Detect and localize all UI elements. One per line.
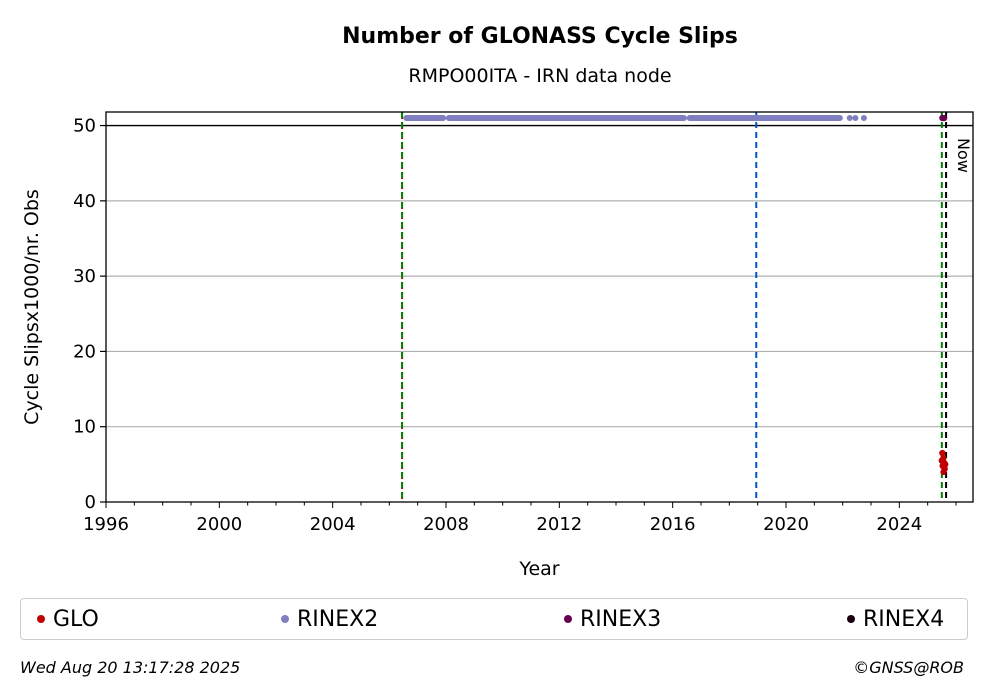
x-tick-label-2024: 2024 — [876, 514, 922, 535]
y-axis-label: Cycle Slipsx1000/nr. Obs — [21, 189, 43, 425]
x-tick-label-2000: 2000 — [196, 514, 242, 535]
glo-point-5 — [940, 468, 947, 476]
x-tick-label-2012: 2012 — [536, 514, 582, 535]
x-tick-label-2016: 2016 — [650, 514, 696, 535]
legend-label-rinex4: RINEX4 — [863, 606, 945, 632]
now-label: Now — [954, 138, 973, 173]
x-tick-label-2020: 2020 — [763, 514, 809, 535]
y-tick-label-40: 40 — [73, 191, 96, 212]
legend-item-rinex2: RINEX2 — [281, 599, 378, 639]
legend-item-rinex4: RINEX4 — [847, 599, 944, 639]
rinex2-point-1 — [852, 115, 859, 122]
chart: Number of GLONASS Cycle Slips RMPO00ITA -… — [21, 24, 974, 580]
legend-marker-rinex4 — [847, 615, 855, 623]
x-axis-label: Year — [518, 558, 559, 580]
x-tick-label-2004: 2004 — [310, 514, 356, 535]
legend-label-rinex2: RINEX2 — [297, 606, 379, 632]
glo-point-7 — [938, 457, 946, 464]
rinex3-point-1 — [940, 114, 948, 122]
legend-item-glo: GLO — [37, 599, 99, 639]
chart-subtitle: RMPO00ITA - IRN data node — [408, 65, 671, 87]
legend-label-glo: GLO — [53, 606, 99, 632]
x-tick-label-2008: 2008 — [423, 514, 469, 535]
y-tick-label-30: 30 — [73, 266, 96, 287]
footer-credit: ©GNSS@ROB — [853, 658, 964, 677]
legend-marker-rinex2 — [281, 615, 289, 623]
x-tick-label-1996: 1996 — [83, 514, 129, 535]
chart-title: Number of GLONASS Cycle Slips — [342, 24, 738, 49]
footer-timestamp: Wed Aug 20 13:17:28 2025 — [20, 658, 241, 677]
rinex2-point-2 — [860, 115, 867, 122]
rinex2-point-0 — [846, 115, 853, 122]
legend-label-rinex3: RINEX3 — [580, 606, 662, 632]
y-tick-label-20: 20 — [73, 341, 96, 362]
legend-marker-rinex3 — [564, 615, 572, 623]
y-tick-label-0: 0 — [85, 492, 96, 513]
legend-item-rinex3: RINEX3 — [564, 599, 661, 639]
legend-marker-glo — [37, 615, 45, 623]
y-tick-label-50: 50 — [73, 116, 96, 137]
plot-frame — [105, 111, 974, 503]
legend: GLO RINEX2 RINEX3 RINEX4 — [20, 598, 968, 640]
glo-point-0 — [939, 449, 946, 457]
y-tick-label-10: 10 — [73, 417, 96, 438]
